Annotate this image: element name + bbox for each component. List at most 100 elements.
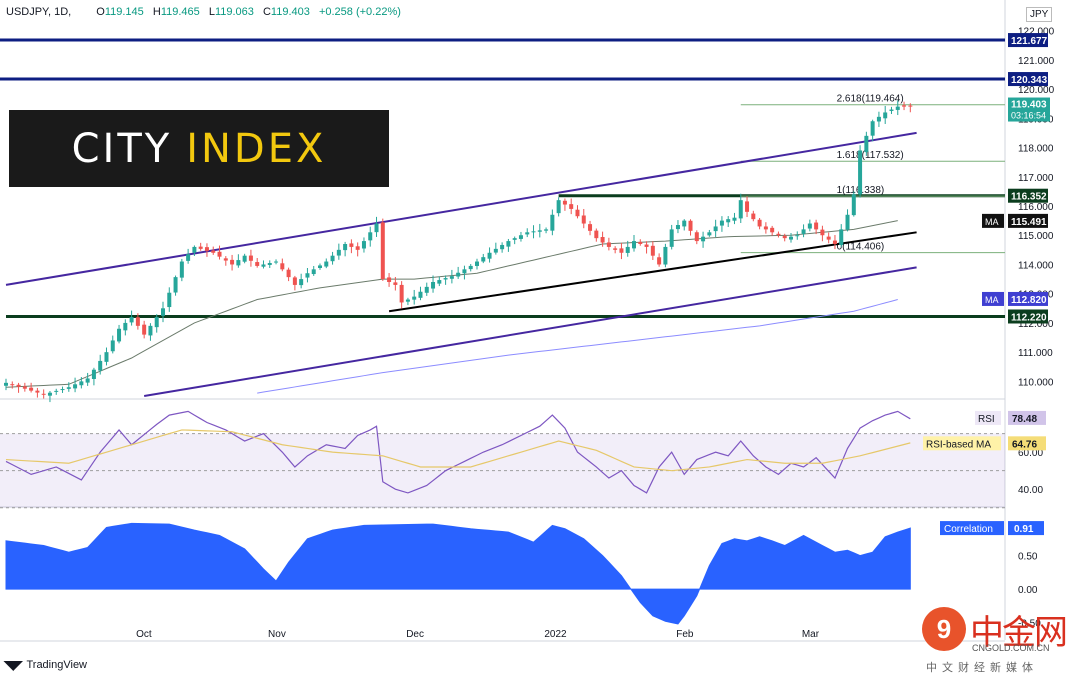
candle-body xyxy=(29,387,34,391)
low-value: 119.063 xyxy=(214,6,254,18)
candle-body xyxy=(22,386,27,389)
candle-body xyxy=(858,150,863,195)
price-axis-tick: 117.000 xyxy=(1018,173,1054,184)
candle-body xyxy=(525,232,530,235)
logo-text-city: CITY xyxy=(71,125,173,172)
level-price-label: 120.343 xyxy=(1011,75,1048,86)
candle-body xyxy=(657,257,662,265)
candle-body xyxy=(255,262,260,266)
cngold-logo-icon: 9 xyxy=(922,607,966,651)
close-value: 119.403 xyxy=(270,6,310,18)
candle-body xyxy=(562,200,567,205)
candle-body xyxy=(713,226,718,232)
candle-body xyxy=(537,230,542,232)
time-axis-tick: Dec xyxy=(406,629,424,640)
candle-body xyxy=(267,263,272,265)
candle-body xyxy=(405,299,410,302)
corr-tag-value: 0.91 xyxy=(1014,524,1034,535)
level-price-tag xyxy=(1008,72,1048,87)
candle-body xyxy=(387,277,392,282)
candle-body xyxy=(449,276,454,279)
channel-line xyxy=(143,266,917,397)
candle-body xyxy=(85,378,90,383)
candle-body xyxy=(870,121,875,136)
level-price-label: 121.677 xyxy=(1011,36,1048,47)
candle-body xyxy=(355,246,360,250)
candle-body xyxy=(336,249,341,256)
candle-body xyxy=(619,248,624,253)
countdown-label: 03:16:54 xyxy=(1011,111,1046,121)
candle-body xyxy=(694,232,699,242)
candle-body xyxy=(161,308,165,316)
candle-body xyxy=(443,278,448,280)
candle-body xyxy=(826,236,831,240)
candle-body xyxy=(299,279,304,286)
candle-body xyxy=(204,247,209,251)
candle-body xyxy=(318,265,322,268)
candle-body xyxy=(110,340,115,352)
candle-body xyxy=(261,264,266,267)
candle-body xyxy=(738,200,743,219)
ma-tag-prefix-label: MA xyxy=(985,295,999,305)
rsi-tag-label: RSI-based MA xyxy=(926,439,991,450)
candle-body xyxy=(876,116,881,122)
corr-axis-tick: 0.50 xyxy=(1018,552,1038,563)
rsi-tag-label-bg xyxy=(923,436,1001,451)
candle-body xyxy=(500,244,505,250)
candle-body xyxy=(311,269,316,275)
candle-body xyxy=(368,232,373,241)
candle-body xyxy=(531,231,536,233)
change-value: +0.258 (+0.22%) xyxy=(318,6,401,18)
level-price-tag xyxy=(1008,309,1048,324)
candle-body xyxy=(606,242,611,247)
candle-body xyxy=(223,258,228,261)
candle-body xyxy=(745,201,750,212)
fib-level-label: 0(114.406) xyxy=(837,242,885,253)
candle-body xyxy=(594,230,599,239)
candle-body xyxy=(669,229,674,247)
corr-axis-tick: -0.50 xyxy=(1018,619,1041,630)
moving-average-slow-line xyxy=(257,299,898,394)
cngold-watermark: 9 中金网 CNGOLD.COM.CN 中文财经新媒体 xyxy=(920,605,1070,675)
level-price-tag xyxy=(1008,188,1048,203)
rsi-tag-label-bg xyxy=(975,410,1001,425)
candle-body xyxy=(462,269,467,274)
currency-button[interactable]: JPY xyxy=(1026,7,1053,22)
candle-body xyxy=(632,241,636,249)
candle-body xyxy=(701,236,706,242)
open-label: O xyxy=(96,6,105,18)
candle-body xyxy=(73,384,78,389)
candle-body xyxy=(588,224,593,231)
candle-body xyxy=(418,291,423,298)
candle-body xyxy=(211,250,216,253)
candle-body xyxy=(770,227,775,233)
candle-body xyxy=(280,263,285,270)
candle-body xyxy=(789,236,793,240)
candle-body xyxy=(104,352,109,362)
candle-body xyxy=(518,235,523,239)
candle-body xyxy=(179,261,184,278)
candle-body xyxy=(801,229,806,234)
candle-body xyxy=(613,248,618,250)
candle-body xyxy=(274,261,279,263)
time-axis-tick: Mar xyxy=(802,629,820,640)
level-price-tag xyxy=(1008,33,1048,48)
tradingview-branding[interactable]: ◥◤ TradingView xyxy=(4,658,87,672)
candle-body xyxy=(217,251,222,257)
candle-body xyxy=(707,232,712,236)
close-label: C xyxy=(262,6,271,18)
candle-body xyxy=(732,217,737,221)
correlation-area xyxy=(5,522,911,625)
candle-body xyxy=(581,215,586,224)
candle-body xyxy=(795,235,800,237)
candle-body xyxy=(4,382,8,386)
candle-body xyxy=(493,248,498,253)
level-price-label: 116.352 xyxy=(1011,192,1047,203)
candle-body xyxy=(192,246,197,253)
time-axis-tick: Oct xyxy=(136,629,152,640)
candle-body xyxy=(154,317,159,328)
candle-body xyxy=(242,255,247,262)
candle-body xyxy=(895,106,900,110)
ma-price-label: 115.491 xyxy=(1011,217,1047,228)
